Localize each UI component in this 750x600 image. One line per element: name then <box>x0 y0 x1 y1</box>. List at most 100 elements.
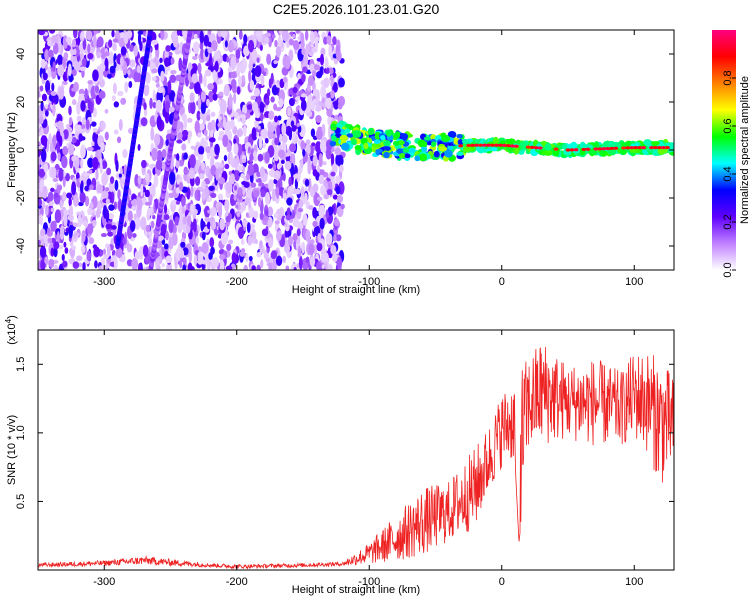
spectrogram-cell <box>38 156 42 166</box>
spectrogram-cell <box>277 115 282 121</box>
spectrogram-cell <box>247 146 251 154</box>
spectrogram-cell <box>247 235 253 246</box>
spectrogram-cell <box>492 136 499 145</box>
colorbar: 0.0 0.2 0.4 0.6 0.8 Normalized spectral ampl… <box>712 30 750 278</box>
spectrogram-cell <box>178 181 184 191</box>
spectrogram-cell <box>256 252 262 258</box>
spectrogram-cell <box>346 133 354 138</box>
spectrogram-cell <box>105 198 111 205</box>
spectrogram-cell <box>58 167 64 182</box>
spectrogram-cell <box>241 201 247 212</box>
spectrogram-cell <box>105 223 112 230</box>
spectrogram-cell <box>332 36 337 46</box>
spectrogram-cell <box>243 181 250 188</box>
spectrogram-cell <box>282 255 287 264</box>
spectrogram-cell <box>257 197 262 208</box>
spectrogram-cell <box>87 43 91 54</box>
figure-title: C2E5.2026.101.23.01.G20 <box>273 1 440 17</box>
spectrogram-x-ticks: -300 -200 -100 0 100 <box>93 30 643 288</box>
spectrogram-cell <box>265 258 270 263</box>
spectrogram-cell <box>94 260 98 269</box>
spectrogram-cell <box>317 233 321 242</box>
spectrogram-cell <box>276 124 281 139</box>
spectrogram-cell <box>225 181 233 194</box>
spectrogram-cell <box>86 223 94 235</box>
spectrogram-cell <box>278 98 284 108</box>
spectrogram-cell <box>296 228 301 237</box>
colorbar-tick-label: 0.8 <box>722 70 734 85</box>
spectrogram-cell <box>354 144 362 151</box>
spectrogram-cell <box>315 103 320 110</box>
spectrogram-cell <box>85 30 93 41</box>
snr-multiplier-exponent: 4 <box>4 318 13 323</box>
spectrogram-cell <box>236 63 241 78</box>
spectrogram-cell <box>39 245 47 258</box>
spectrogram-cell <box>330 74 334 88</box>
spectrogram-cell <box>301 73 306 83</box>
spectrogram-cell <box>327 125 331 139</box>
spectrogram-cell <box>482 143 488 147</box>
spectrogram-cell <box>326 79 332 84</box>
spectrogram-cell <box>408 147 416 153</box>
spectrogram-cell <box>267 163 273 169</box>
spectrogram-cell <box>129 44 134 52</box>
spectrogram-cell <box>325 96 332 110</box>
spectrogram-cell <box>288 127 293 141</box>
spectrogram-cell <box>301 241 306 254</box>
spectrogram-cell <box>160 223 167 235</box>
snr-multiplier: (x104) <box>4 315 18 345</box>
spectrogram-cell <box>440 132 447 138</box>
spectrogram-cell <box>288 97 295 107</box>
spectrogram-cell <box>227 66 233 73</box>
spectrogram-cell <box>165 230 169 241</box>
spectrogram-cell <box>287 186 294 194</box>
spectrogram-cell <box>598 149 605 155</box>
colorbar-tick-label: 0.6 <box>722 118 734 133</box>
spectrogram-cell <box>68 143 75 156</box>
spectrogram-cell <box>72 99 77 106</box>
spectrogram-cell <box>207 83 215 91</box>
spectrogram-cell <box>58 244 64 250</box>
spectrogram-cell <box>168 236 174 250</box>
spectrogram-cell <box>68 224 73 239</box>
spectrogram-cell <box>63 214 68 227</box>
snr-x-ticks: -300 -200 -100 0 100 <box>93 330 643 588</box>
spectrogram-cell <box>107 213 115 220</box>
spectrogram-cell <box>260 111 264 122</box>
spectrogram-cell <box>380 135 386 141</box>
spectrogram-cell <box>113 61 117 69</box>
spectrogram-cell <box>144 189 150 198</box>
spectrogram-cell <box>264 151 270 164</box>
spectrogram-cell <box>448 145 454 151</box>
spectrogram-cell <box>235 204 239 209</box>
spectrogram-cell <box>220 30 228 39</box>
spectrogram-cell <box>115 247 123 259</box>
spectrogram-cell <box>163 203 168 214</box>
spectrogram-cell <box>115 159 119 172</box>
spectrogram-cell <box>167 51 173 57</box>
spectrogram-cell <box>42 72 48 81</box>
spectrogram-cell <box>150 220 155 229</box>
spectrogram-cell <box>40 228 46 237</box>
spectrogram-cell <box>210 165 217 176</box>
colorbar-ticks: 0.0 0.2 0.4 0.6 0.8 <box>722 70 736 278</box>
spectrogram-cell <box>175 160 180 169</box>
spectrogram-cell <box>117 189 121 200</box>
spectrogram-cell <box>148 30 154 34</box>
spectrogram-cell <box>321 161 327 166</box>
spectrogram-cell <box>466 138 474 143</box>
spectrogram-cell <box>118 118 123 131</box>
spectrogram-cell <box>508 138 515 145</box>
spectrogram-cell <box>92 69 99 82</box>
spectrogram-cell <box>230 71 238 79</box>
spectrogram-y-tick-label: -20 <box>15 190 27 206</box>
spectrogram-cell <box>404 153 411 159</box>
spectrogram-cell <box>383 146 391 151</box>
spectrogram-cell <box>260 189 266 198</box>
spectrogram-cell <box>305 256 310 264</box>
spectrogram-cell <box>314 37 319 51</box>
spectrogram-cell <box>648 146 654 150</box>
spectrogram-cell <box>398 153 407 159</box>
spectrogram-cell <box>164 70 168 76</box>
